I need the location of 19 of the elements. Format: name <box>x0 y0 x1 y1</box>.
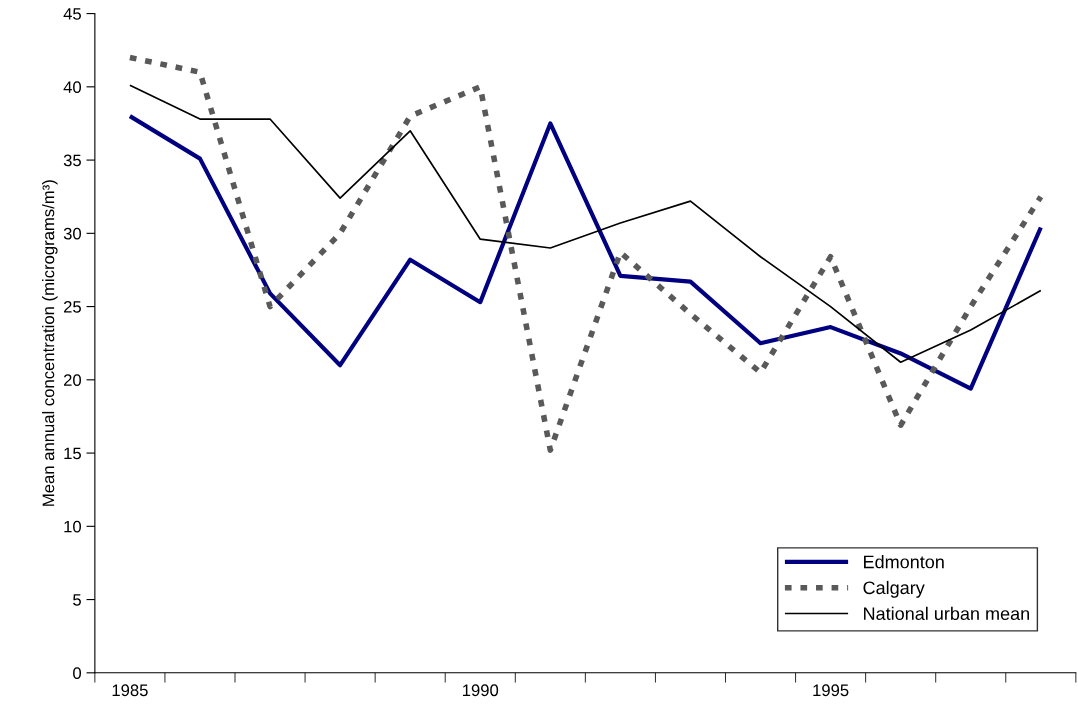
y-tick-label: 40 <box>63 81 82 94</box>
x-tick-label: 1990 <box>462 684 499 697</box>
y-tick-label: 10 <box>64 520 82 533</box>
y-tick-label: 35 <box>63 154 81 167</box>
y-tick-label: 25 <box>63 300 81 313</box>
x-tick-label: 1985 <box>112 684 148 697</box>
x-tick-label: 1995 <box>813 684 849 697</box>
y-tick-label: 15 <box>64 447 81 460</box>
legend-label: Calgary <box>863 580 925 598</box>
y-tick-label: 20 <box>63 374 82 387</box>
legend-label: National urban mean <box>864 606 1030 621</box>
y-tick-label: 0 <box>73 667 82 680</box>
y-tick-label: 30 <box>63 227 82 240</box>
line-series <box>129 84 1042 364</box>
legend-label: Edmonton <box>864 555 944 569</box>
y-tick-label: 5 <box>73 594 81 606</box>
y-axis-title: Mean annual concentration (micrograms/m³) <box>42 180 58 506</box>
y-tick-label: 45 <box>63 8 81 20</box>
line-series <box>127 114 1043 391</box>
